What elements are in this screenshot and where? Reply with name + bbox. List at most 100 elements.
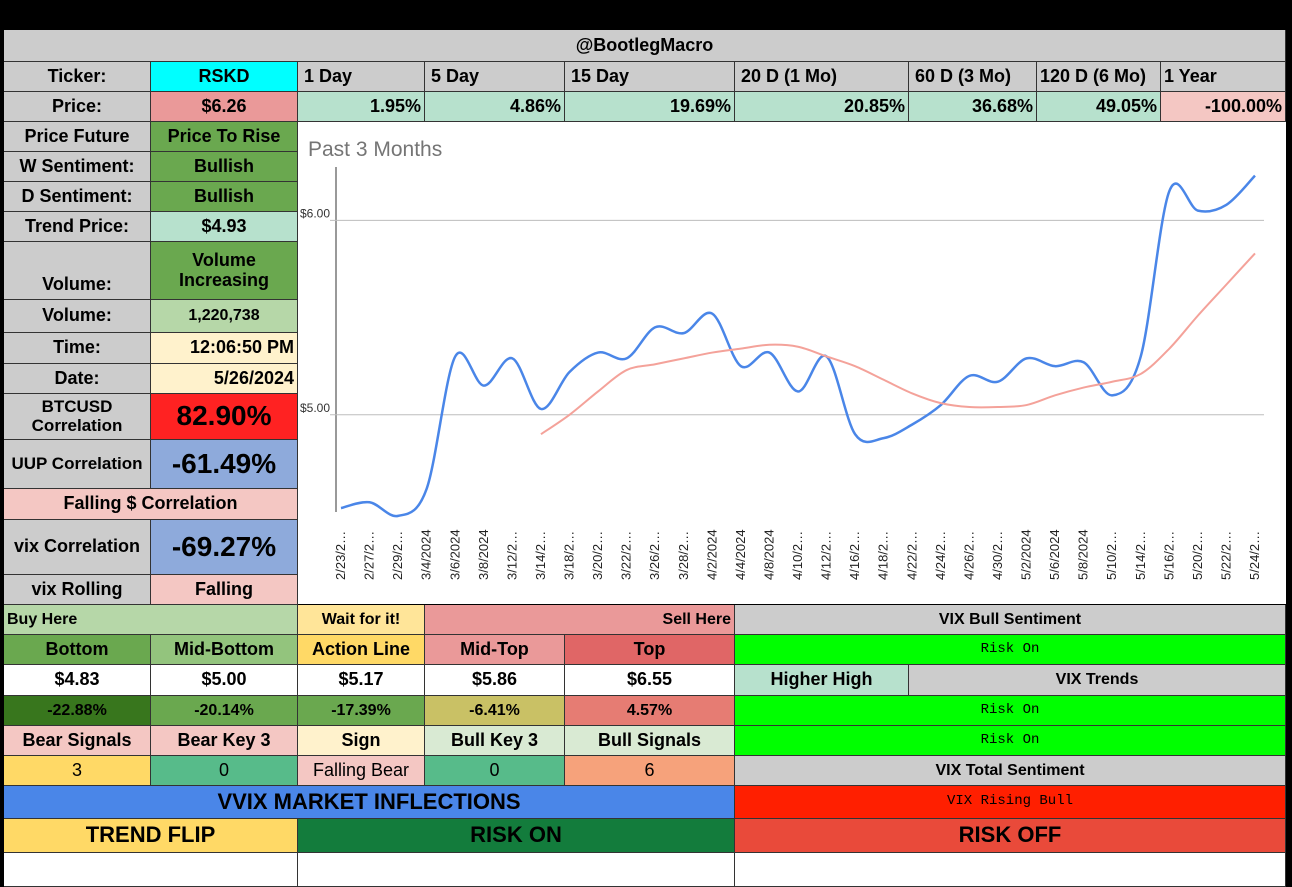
period-label-20d: 20 D (1 Mo) <box>735 62 909 92</box>
chart-x-tick-label: 5/6/2024 <box>1047 529 1062 580</box>
vix-corr-label: vix Correlation <box>4 520 151 575</box>
chart-x-tick-label: 4/10/2… <box>790 531 805 580</box>
time-value: 12:06:50 PM <box>151 333 298 364</box>
level-price-mid-top: $5.86 <box>425 665 565 696</box>
vix-risk-on-2: Risk On <box>735 696 1286 726</box>
chart-x-tick-label: 5/20/2… <box>1190 531 1205 580</box>
chart-x-tick-label: 4/22/2… <box>904 531 919 580</box>
period-change-1d: 1.95% <box>298 92 425 122</box>
chart-x-tick-label: 4/26/2… <box>961 531 976 580</box>
chart-x-tick-label: 4/16/2… <box>847 531 862 580</box>
level-header-bottom: Bottom <box>4 635 151 665</box>
chart-x-tick-label: 4/8/2024 <box>761 529 776 580</box>
chart-x-tick-label: 4/4/2024 <box>733 529 748 580</box>
vix-total-sentiment-label: VIX Total Sentiment <box>735 756 1286 786</box>
chart-x-tick-label: 4/12/2… <box>819 531 834 580</box>
btc-corr-label: BTCUSD Correlation <box>4 394 151 440</box>
w-sentiment-label: W Sentiment: <box>4 152 151 182</box>
chart-title: Past 3 Months <box>308 138 442 161</box>
trend-flip-value <box>4 853 298 887</box>
risk-on-value <box>298 853 735 887</box>
trend-price-value: $4.93 <box>151 212 298 242</box>
chart-x-tick-label: 3/26/2… <box>647 531 662 580</box>
chart-x-tick-label: 5/24/2… <box>1247 531 1262 580</box>
period-change-120d: 49.05% <box>1037 92 1161 122</box>
period-change-5d: 4.86% <box>425 92 565 122</box>
vix-bull-sentiment-label: VIX Bull Sentiment <box>735 605 1286 635</box>
chart-x-tick-label: 5/2/2024 <box>1019 529 1034 580</box>
signal-header-bear-key-3: Bear Key 3 <box>151 726 298 756</box>
chart-x-tick-label: 3/28/2… <box>676 531 691 580</box>
vvix-inflections-title: VVIX MARKET INFLECTIONS <box>4 786 735 819</box>
chart-x-tick-label: 3/18/2… <box>562 531 577 580</box>
chart-x-tick-label: 5/8/2024 <box>1076 529 1091 580</box>
chart-x-tick-label: 4/18/2… <box>876 531 891 580</box>
falling-corr-label: Falling $ Correlation <box>4 489 298 520</box>
time-label: Time: <box>4 333 151 364</box>
level-pct-mid-bottom: -20.14% <box>151 696 298 726</box>
signal-value-sign: Falling Bear <box>298 756 425 786</box>
signal-header-sign: Sign <box>298 726 425 756</box>
signal-value-bull-key-3: 0 <box>425 756 565 786</box>
chart-x-tick-label: 5/22/2… <box>1218 531 1233 580</box>
period-change-1y: -100.00% <box>1161 92 1286 122</box>
vix-rising-bull: VIX Rising Bull <box>735 786 1286 819</box>
vix-risk-on-3: Risk On <box>735 726 1286 756</box>
buy-here-label: Buy Here <box>4 605 298 635</box>
chart-x-tick-label: 3/4/2024 <box>419 529 434 580</box>
header-title: @BootlegMacro <box>4 30 1286 62</box>
price-future-value: Price To Rise <box>151 122 298 152</box>
chart-x-tick-label: 3/12/2… <box>504 531 519 580</box>
vix-risk-on-1: Risk On <box>735 635 1286 665</box>
chart-y-tick-label: $5.00 <box>300 401 330 415</box>
w-sentiment-value: Bullish <box>151 152 298 182</box>
level-header-mid-bottom: Mid-Bottom <box>151 635 298 665</box>
chart-x-ticks: 2/23/2… 2/27/2… 2/29/2… 3/4/2024 3/6/2024 3/8… <box>333 529 1262 580</box>
chart-x-tick-label: 4/2/2024 <box>704 529 719 580</box>
vix-rolling-label: vix Rolling <box>4 575 151 605</box>
chart-x-tick-label: 4/30/2… <box>990 531 1005 580</box>
date-value: 5/26/2024 <box>151 364 298 394</box>
level-price-top: $6.55 <box>565 665 735 696</box>
wait-label: Wait for it! <box>298 605 425 635</box>
chart-x-tick-label: 5/14/2… <box>1133 531 1148 580</box>
chart-y-tick-label: $6.00 <box>300 206 330 220</box>
signal-value-bull-signals: 6 <box>565 756 735 786</box>
chart-x-tick-label: 4/24/2… <box>933 531 948 580</box>
vix-higher-high: Higher High <box>735 665 909 696</box>
period-change-15d: 19.69% <box>565 92 735 122</box>
chart-x-tick-label: 5/16/2… <box>1161 531 1176 580</box>
chart-x-tick-label: 3/6/2024 <box>447 529 462 580</box>
period-label-1d: 1 Day <box>298 62 425 92</box>
d-sentiment-value: Bullish <box>151 182 298 212</box>
period-label-1y: 1 Year <box>1161 62 1286 92</box>
vix-corr-value: -69.27% <box>151 520 298 575</box>
signal-header-bear-signals: Bear Signals <box>4 726 151 756</box>
level-header-action-line: Action Line <box>298 635 425 665</box>
chart-x-tick-label: 5/10/2… <box>1104 531 1119 580</box>
volume-trend-label: Volume: <box>4 242 151 300</box>
period-change-20d: 20.85% <box>735 92 909 122</box>
period-label-60d: 60 D (3 Mo) <box>909 62 1037 92</box>
chart-x-tick-label: 3/14/2… <box>533 531 548 580</box>
level-pct-action-line: -17.39% <box>298 696 425 726</box>
signal-value-bear-signals: 3 <box>4 756 151 786</box>
trend-flip-label: TREND FLIP <box>4 819 298 853</box>
risk-off-label: RISK OFF <box>735 819 1286 853</box>
price-future-label: Price Future <box>4 122 151 152</box>
chart-series-trend-line <box>540 252 1256 436</box>
level-pct-mid-top: -6.41% <box>425 696 565 726</box>
price-label: Price: <box>4 92 151 122</box>
volume-label: Volume: <box>4 300 151 333</box>
price-chart: Past 3 Months $6.00 $5.00 2/23/2… 2/27/2… 2… <box>298 122 1286 604</box>
price-value: $6.26 <box>151 92 298 122</box>
price-chart-svg: Past 3 Months $6.00$5.00 2/23/2… 2/27/2… 2… <box>300 138 1264 580</box>
chart-y-ticks: $6.00 $5.00 <box>300 206 330 414</box>
level-pct-top: 4.57% <box>565 696 735 726</box>
sell-here-label: Sell Here <box>425 605 735 635</box>
chart-x-tick-label: 3/22/2… <box>619 531 634 580</box>
chart-series <box>340 174 1256 518</box>
uup-corr-label: UUP Correlation <box>4 440 151 489</box>
ticker-label: Ticker: <box>4 62 151 92</box>
level-header-top: Top <box>565 635 735 665</box>
